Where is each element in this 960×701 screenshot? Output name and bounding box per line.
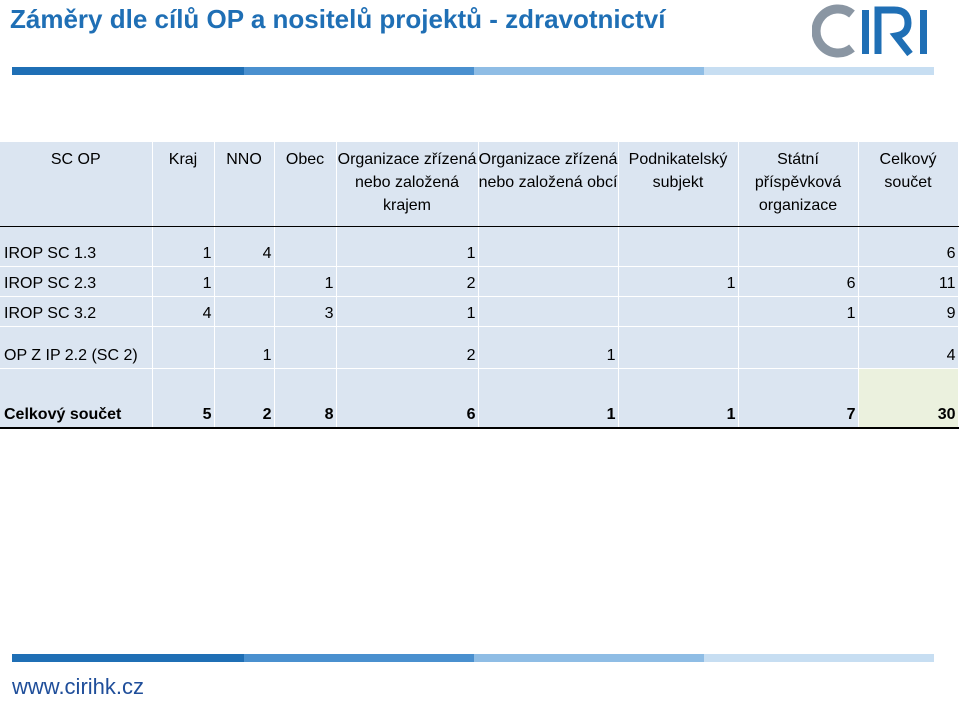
column-header: SC OP xyxy=(0,142,153,227)
column-header: Obec xyxy=(274,142,337,227)
table-row: IROP SC 3.2 4 3 1 1 9 xyxy=(0,296,959,327)
total-cell: 8 xyxy=(274,368,337,429)
total-label: Celkový součet xyxy=(0,368,153,429)
total-cell: 6 xyxy=(336,368,479,429)
column-header: Celkový součet xyxy=(858,142,959,227)
total-cell: 2 xyxy=(214,368,275,429)
slide-title: Záměry dle cílů OP a nositelů projektů -… xyxy=(10,4,666,34)
grand-total-cell: 30 xyxy=(858,368,959,429)
table-cell xyxy=(214,266,275,297)
table-cell: 6 xyxy=(738,266,859,297)
column-header: Státní příspěvková organizace xyxy=(738,142,859,227)
row-label: OP Z IP 2.2 (SC 2) xyxy=(0,326,153,369)
table-header-row: SC OP Kraj NNO Obec Organizace zřízená n… xyxy=(0,142,959,227)
table-cell xyxy=(274,226,337,267)
column-header: Kraj xyxy=(152,142,215,227)
table-cell: 4 xyxy=(214,226,275,267)
website-link[interactable]: www.cirihk.cz xyxy=(12,674,145,699)
total-cell: 7 xyxy=(738,368,859,429)
column-header: Organizace zřízená nebo založená krajem xyxy=(336,142,479,227)
row-label: IROP SC 3.2 xyxy=(0,296,153,327)
table-cell xyxy=(478,266,619,297)
table-cell xyxy=(478,226,619,267)
total-cell: 1 xyxy=(618,368,739,429)
projects-table: SC OP Kraj NNO Obec Organizace zřízená n… xyxy=(0,142,959,429)
table-cell: 1 xyxy=(152,226,215,267)
table-cell: 1 xyxy=(738,296,859,327)
row-total-cell: 6 xyxy=(858,226,959,267)
table-cell: 2 xyxy=(336,266,479,297)
column-header: Organizace zřízená nebo založená obcí xyxy=(478,142,619,227)
table-cell xyxy=(618,226,739,267)
row-total-cell: 11 xyxy=(858,266,959,297)
table-cell xyxy=(618,296,739,327)
table-row: OP Z IP 2.2 (SC 2) 1 2 1 4 xyxy=(0,326,959,369)
table-cell xyxy=(738,326,859,369)
row-label: IROP SC 1.3 xyxy=(0,226,153,267)
table-cell: 1 xyxy=(336,296,479,327)
table-cell: 4 xyxy=(152,296,215,327)
column-header: Podnikatelský subjekt xyxy=(618,142,739,227)
table-row: IROP SC 2.3 1 1 2 1 6 11 xyxy=(0,266,959,297)
footer-stripe xyxy=(12,654,934,662)
table-cell: 1 xyxy=(478,326,619,369)
table-cell xyxy=(478,296,619,327)
grand-total-row: Celkový součet 5 2 8 6 1 1 7 30 xyxy=(0,368,959,429)
row-total-cell: 4 xyxy=(858,326,959,369)
table-cell xyxy=(152,326,215,369)
table-cell: 1 xyxy=(336,226,479,267)
total-cell: 5 xyxy=(152,368,215,429)
table-cell: 3 xyxy=(274,296,337,327)
table-cell: 1 xyxy=(618,266,739,297)
table-cell: 1 xyxy=(152,266,215,297)
total-cell: 1 xyxy=(478,368,619,429)
column-header: NNO xyxy=(214,142,275,227)
table-cell: 2 xyxy=(336,326,479,369)
table-cell: 1 xyxy=(274,266,337,297)
table-cell xyxy=(214,296,275,327)
row-label: IROP SC 2.3 xyxy=(0,266,153,297)
row-total-cell: 9 xyxy=(858,296,959,327)
table-cell: 1 xyxy=(214,326,275,369)
header-stripe xyxy=(12,67,934,75)
table-cell xyxy=(738,226,859,267)
ciri-logo xyxy=(812,4,927,58)
table-cell xyxy=(274,326,337,369)
table-cell xyxy=(618,326,739,369)
table-row: IROP SC 1.3 1 4 1 6 xyxy=(0,226,959,267)
